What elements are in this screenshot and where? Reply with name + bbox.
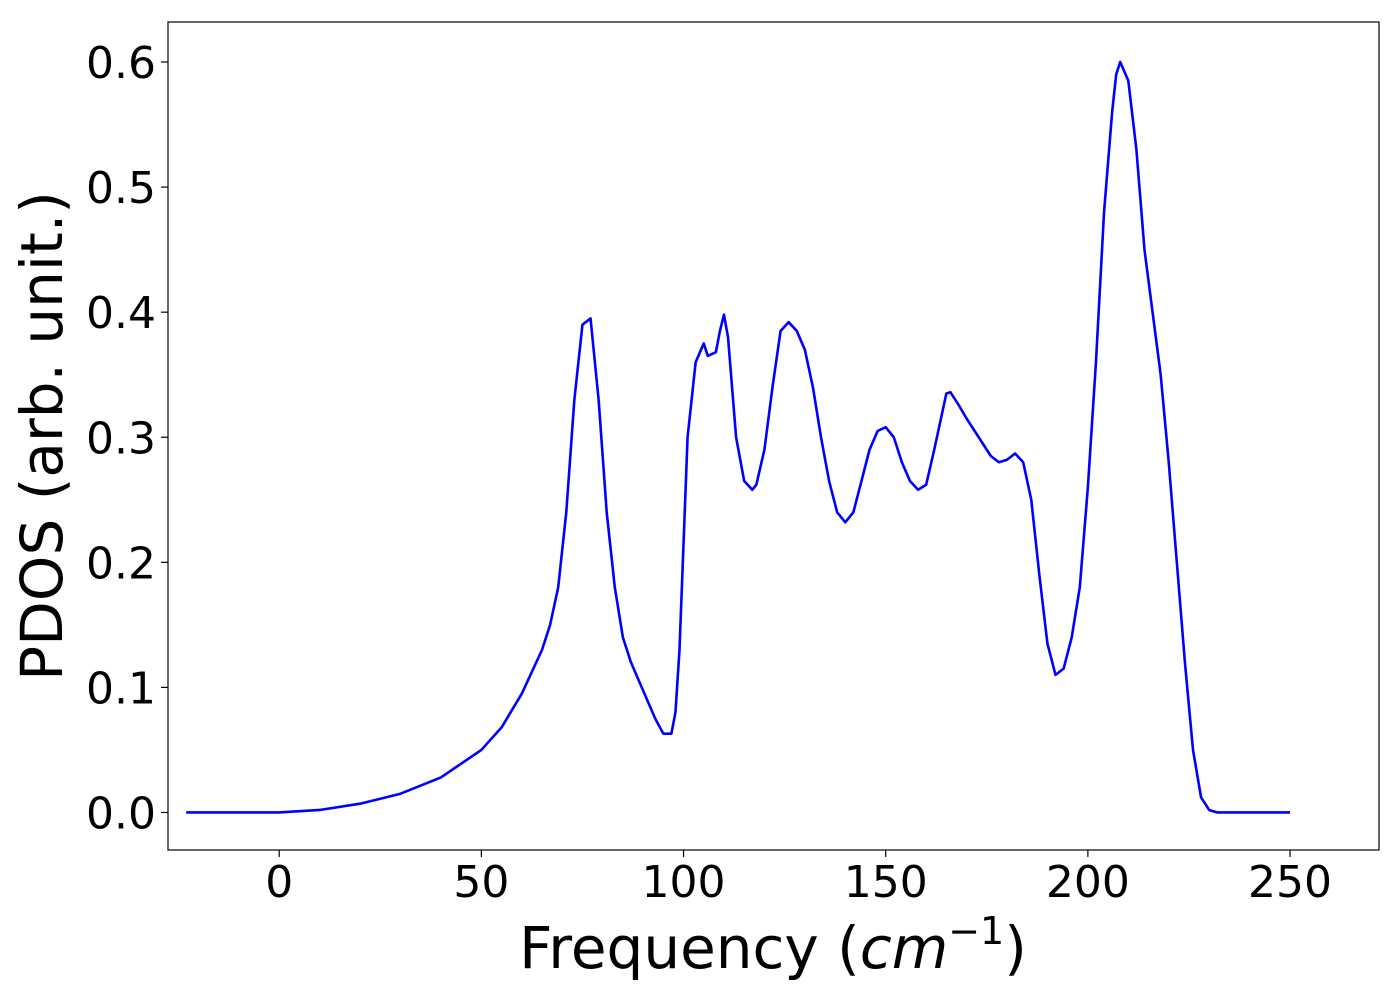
pdos-series-line xyxy=(186,60,1291,814)
x-axis: 0 50 100 150 200 250 xyxy=(265,850,1332,908)
y-axis-label: PDOS (arb. unit.) xyxy=(8,191,76,681)
x-tick-label: 100 xyxy=(642,857,726,908)
x-tick-label: 150 xyxy=(844,857,928,908)
x-tick-label: 50 xyxy=(453,857,509,908)
y-tick-label: 0.3 xyxy=(86,413,156,464)
x-axis-label-suffix: ) xyxy=(1004,914,1027,982)
y-tick-label: 0.0 xyxy=(86,788,156,839)
x-axis-label-exponent: −1 xyxy=(948,909,1004,953)
y-axis: 0.0 0.1 0.2 0.3 0.4 0.5 0.6 xyxy=(86,38,168,839)
y-tick-label: 0.1 xyxy=(86,663,156,714)
y-tick-label: 0.5 xyxy=(86,163,156,214)
x-tick-label: 250 xyxy=(1248,857,1332,908)
y-tick-label: 0.4 xyxy=(86,288,156,339)
y-tick-label: 0.6 xyxy=(86,38,156,89)
x-axis-label-unit: cm xyxy=(860,914,948,982)
x-axis-label: Frequency (cm−1) xyxy=(519,909,1027,982)
plot-area-frame xyxy=(167,21,1380,851)
y-tick-label: 0.2 xyxy=(86,538,156,589)
x-tick-label: 200 xyxy=(1046,857,1130,908)
x-tick-label: 0 xyxy=(265,857,293,908)
